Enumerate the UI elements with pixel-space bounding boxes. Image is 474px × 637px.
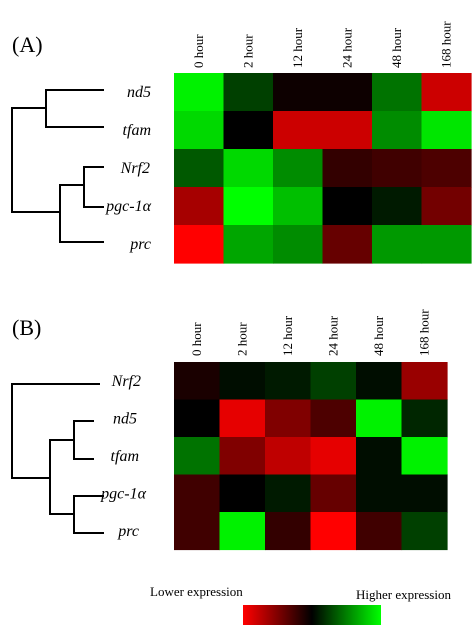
row-label-a-2: Nrf2 xyxy=(120,160,150,177)
heatmap-cell-b-r1-c5 xyxy=(401,399,448,438)
heatmap-cell-a-r3-c4 xyxy=(372,187,423,226)
heatmap-cell-b-r4-c5 xyxy=(401,512,448,551)
column-label-b-0: 0 hour xyxy=(189,322,204,356)
heatmap-cell-b-r1-c1 xyxy=(219,399,266,438)
heatmap-cell-a-r0-c2 xyxy=(273,73,324,112)
panel-a: (A) 0 hour 2 hour 12 hour 24 hour 48 hour 168… xyxy=(11,21,472,264)
heatmap-cell-a-r4-c1 xyxy=(223,225,274,264)
column-label-a-1: 2 hour xyxy=(240,34,255,68)
heatmap-cell-a-r4-c3 xyxy=(322,225,373,264)
panel-b-label: (B) xyxy=(12,315,41,340)
row-label-b-4: prc xyxy=(117,523,139,540)
heatmap-cell-a-r4-c4 xyxy=(372,225,423,264)
heatmap-cell-b-r2-c5 xyxy=(401,437,448,476)
column-label-b-5: 168 hour xyxy=(416,309,431,356)
column-label-a-4: 48 hour xyxy=(389,27,404,68)
heatmap-cell-a-r3-c1 xyxy=(223,187,274,226)
column-label-b-3: 24 hour xyxy=(325,315,340,356)
panel-b-row-labels: Nrf2 nd5 tfam pgc-1α prc xyxy=(100,373,146,540)
heatmap-cell-a-r4-c5 xyxy=(421,225,472,264)
heatmap-cell-a-r3-c2 xyxy=(273,187,324,226)
heatmap-cell-b-r0-c1 xyxy=(219,362,266,401)
heatmap-cell-a-r1-c2 xyxy=(273,111,324,150)
heatmap-cell-a-r4-c2 xyxy=(273,225,324,264)
heatmap-cell-b-r1-c2 xyxy=(265,399,312,438)
panel-a-label: (A) xyxy=(12,32,43,57)
heatmap-cell-b-r3-c2 xyxy=(265,474,312,513)
heatmap-cell-b-r1-c3 xyxy=(310,399,357,438)
heatmap-cell-a-r2-c0 xyxy=(174,149,225,188)
column-label-a-5: 168 hour xyxy=(438,21,453,68)
heatmap-cell-a-r2-c1 xyxy=(223,149,274,188)
heatmap-cell-a-r2-c4 xyxy=(372,149,423,188)
column-label-b-4: 48 hour xyxy=(371,315,386,356)
legend-high-label: Higher expression xyxy=(356,587,451,602)
panel-b-column-labels: 0 hour 2 hour 12 hour 24 hour 48 hour 168 hou… xyxy=(189,309,431,356)
panel-a-column-labels: 0 hour 2 hour 12 hour 24 hour 48 hour 168 hou… xyxy=(191,21,453,68)
panel-a-dendrogram xyxy=(11,89,104,243)
heatmap-cell-b-r0-c2 xyxy=(265,362,312,401)
row-label-a-0: nd5 xyxy=(127,84,151,101)
heatmap-cell-b-r0-c3 xyxy=(310,362,357,401)
panel-a-row-labels: nd5 tfam Nrf2 pgc-1α prc xyxy=(105,84,151,253)
heatmap-cell-a-r0-c0 xyxy=(174,73,225,112)
heatmap-cell-a-r0-c3 xyxy=(322,73,373,112)
panel-b-cells xyxy=(174,362,448,551)
heatmap-cell-b-r3-c4 xyxy=(356,474,403,513)
heatmap-cell-a-r2-c5 xyxy=(421,149,472,188)
row-label-a-1: tfam xyxy=(123,122,151,139)
panel-a-cells xyxy=(174,73,472,264)
heatmap-cell-b-r3-c3 xyxy=(310,474,357,513)
column-label-a-2: 12 hour xyxy=(290,27,305,68)
heatmap-cell-b-r3-c0 xyxy=(174,474,221,513)
row-label-b-1: nd5 xyxy=(113,410,137,427)
heatmap-cell-b-r4-c2 xyxy=(265,512,312,551)
column-label-b-1: 2 hour xyxy=(234,322,249,356)
row-label-b-3: pgc-1α xyxy=(100,485,146,502)
row-label-a-4: prc xyxy=(129,236,151,253)
heatmap-cell-b-r4-c0 xyxy=(174,512,221,551)
heatmap-cell-a-r3-c5 xyxy=(421,187,472,226)
heatmap-cell-a-r1-c4 xyxy=(372,111,423,150)
heatmap-cell-b-r2-c1 xyxy=(219,437,266,476)
heatmap-cell-b-r1-c4 xyxy=(356,399,403,438)
heatmap-cell-b-r4-c1 xyxy=(219,512,266,551)
heatmap-cell-b-r1-c0 xyxy=(174,399,221,438)
heatmap-cell-a-r3-c3 xyxy=(322,187,373,226)
heatmap-cell-b-r4-c4 xyxy=(356,512,403,551)
heatmap-cell-b-r3-c1 xyxy=(219,474,266,513)
heatmap-cell-a-r3-c0 xyxy=(174,187,225,226)
heatmap-cell-a-r0-c1 xyxy=(223,73,274,112)
heatmap-cell-a-r0-c5 xyxy=(421,73,472,112)
heatmap-cell-b-r2-c4 xyxy=(356,437,403,476)
heatmap-cell-a-r1-c5 xyxy=(421,111,472,150)
heatmap-cell-b-r2-c0 xyxy=(174,437,221,476)
heatmap-cell-a-r1-c3 xyxy=(322,111,373,150)
heatmap-cell-b-r2-c2 xyxy=(265,437,312,476)
column-label-a-3: 24 hour xyxy=(339,27,354,68)
column-label-b-2: 12 hour xyxy=(280,315,295,356)
legend-low-label: Lower expression xyxy=(150,584,243,599)
heatmap-cell-b-r3-c5 xyxy=(401,474,448,513)
heatmap-cell-a-r4-c0 xyxy=(174,225,225,264)
heatmap-cell-b-r0-c5 xyxy=(401,362,448,401)
legend: Lower expression Higher expression xyxy=(150,584,451,625)
heatmap-cell-b-r2-c3 xyxy=(310,437,357,476)
row-label-b-0: Nrf2 xyxy=(111,373,141,390)
legend-color-bar xyxy=(243,605,381,625)
heatmap-cell-b-r0-c0 xyxy=(174,362,221,401)
heatmap-cell-a-r2-c2 xyxy=(273,149,324,188)
panel-b: (B) 0 hour 2 hour 12 hour 24 hour 48 hour 168… xyxy=(11,309,448,551)
column-label-a-0: 0 hour xyxy=(191,34,206,68)
panel-b-dendrogram xyxy=(11,383,104,534)
row-label-a-3: pgc-1α xyxy=(105,198,151,215)
heatmap-cell-b-r4-c3 xyxy=(310,512,357,551)
row-label-b-2: tfam xyxy=(111,448,139,465)
heatmap-cell-a-r1-c1 xyxy=(223,111,274,150)
heatmap-cell-a-r1-c0 xyxy=(174,111,225,150)
heatmap-cell-a-r0-c4 xyxy=(372,73,423,112)
heatmap-cell-a-r2-c3 xyxy=(322,149,373,188)
heatmap-cell-b-r0-c4 xyxy=(356,362,403,401)
